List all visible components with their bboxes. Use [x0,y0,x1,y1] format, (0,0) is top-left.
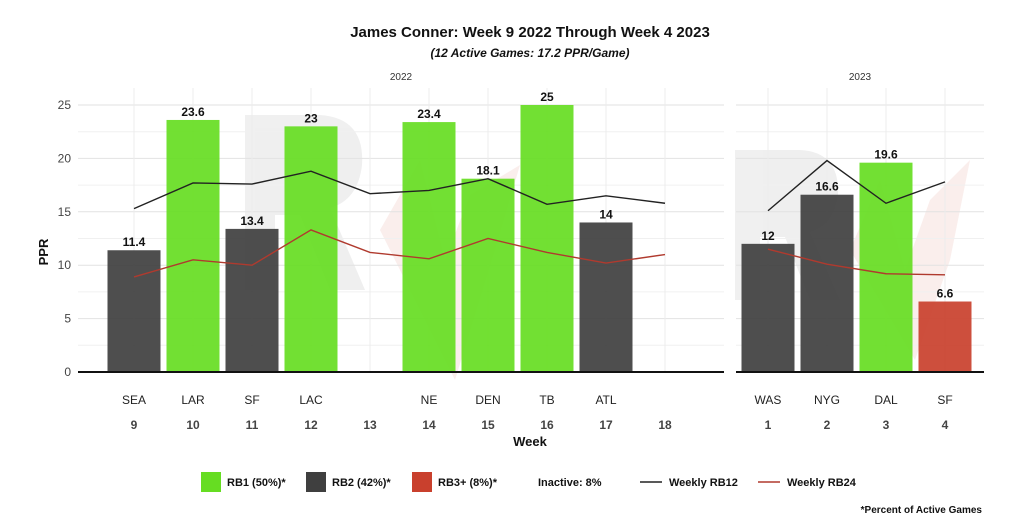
x-tick-label: 3 [883,418,890,432]
bar [166,119,220,373]
bar [402,122,456,372]
y-tick-label: 20 [58,151,72,165]
footnote: *Percent of Active Games [861,505,983,516]
x-tick-label: 11 [246,418,259,432]
x-tick-label: 16 [540,418,554,432]
opponent-label: LAC [299,393,323,407]
rb12-line [133,170,666,210]
opponent-label: SEA [122,393,146,407]
opponent-label: LAR [181,393,205,407]
bar-value-label: 23.4 [417,107,441,121]
y-tick-label: 10 [58,258,72,272]
bar-value-label: 18.1 [476,164,500,178]
opponent-label: SF [937,393,952,407]
bar [284,126,338,372]
opponent-label: DAL [874,393,898,407]
x-tick-label: 13 [363,418,377,432]
bar [520,105,574,372]
x-tick-label: 17 [599,418,613,432]
opponent-label: NYG [814,393,840,407]
x-tick-label: 9 [131,418,138,432]
x-tick-label: 14 [422,418,436,432]
rb12-line [767,159,946,212]
bar [800,194,854,372]
opponent-label: WAS [755,393,782,407]
x-tick-label: 2 [824,418,831,432]
y-tick-label: 25 [58,98,72,112]
bar [579,222,633,372]
legend-label: Inactive: 8% [538,477,602,489]
opponent-label: SF [244,393,259,407]
bar-value-label: 23 [304,111,318,125]
legend-swatch [412,472,432,492]
x-tick-label: 4 [942,418,949,432]
bar-value-label: 23.6 [181,105,205,119]
bar [107,250,161,372]
panel-label: 2022 [390,72,413,83]
bar-value-label: 13.4 [240,214,264,228]
bar [461,178,515,372]
opponent-label: TB [539,393,554,407]
bar-value-label: 25 [540,90,554,104]
legend-swatch [201,472,221,492]
opponent-label: ATL [595,393,616,407]
legend-label: RB1 (50%)* [227,477,286,489]
x-tick-label: 18 [658,418,672,432]
legend-label: Weekly RB12 [669,477,738,489]
bar [918,301,972,372]
rb24-line [133,229,666,278]
bar-value-label: 12 [761,229,775,243]
opponent-label: DEN [475,393,500,407]
y-tick-label: 5 [64,312,71,326]
bar [225,228,279,372]
legend-label: RB2 (42%)* [332,477,391,489]
x-axis-title: Week [513,434,547,449]
x-tick-label: 15 [481,418,495,432]
y-axis-title: PPR [36,238,51,265]
legend-label: Weekly RB24 [787,477,857,489]
bar-value-label: 19.6 [874,148,898,162]
bar-value-label: 6.6 [937,287,954,301]
y-tick-label: 0 [64,365,71,379]
legend-swatch [306,472,326,492]
opponent-label: NE [421,393,438,407]
bar-value-label: 11.4 [123,235,146,249]
chart-title: James Conner: Week 9 2022 Through Week 4… [350,24,710,41]
bar [741,243,795,372]
x-tick-label: 10 [186,418,200,432]
rb24-line [767,248,946,276]
bar-value-label: 14 [599,207,613,221]
x-tick-label: 1 [765,418,772,432]
legend-label: RB3+ (8%)* [438,477,498,489]
x-tick-label: 12 [304,418,318,432]
bar [859,162,913,372]
y-tick-label: 15 [58,205,72,219]
chart-subtitle: (12 Active Games: 17.2 PPR/Game) [431,46,630,60]
panel-label: 2023 [849,72,872,83]
bar-value-label: 16.6 [815,180,839,194]
